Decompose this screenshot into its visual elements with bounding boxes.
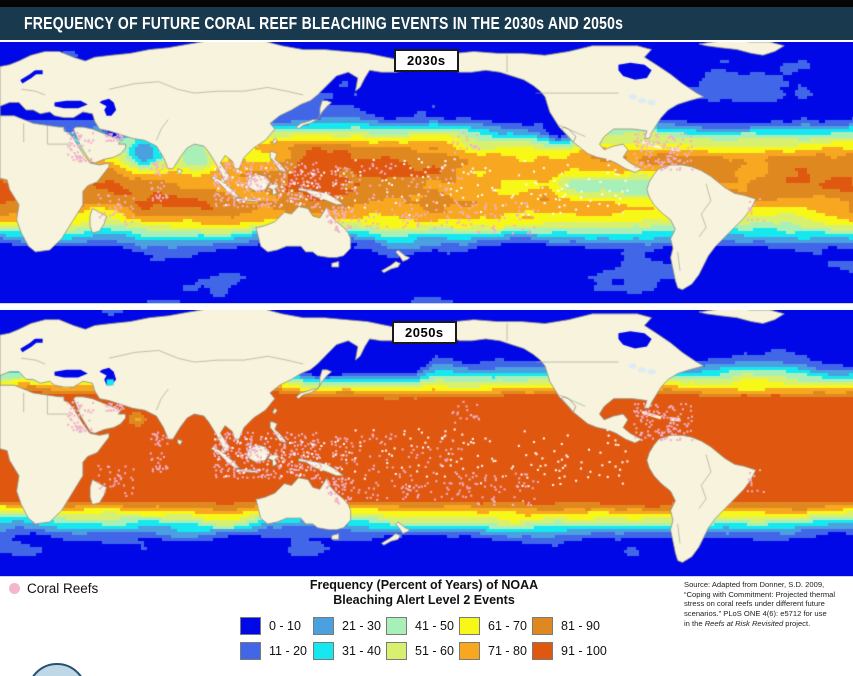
legend-title-line2: Bleaching Alert Level 2 Events	[333, 593, 515, 607]
map-2030s: 2030s	[0, 42, 853, 304]
legend-item: 21 - 30	[313, 615, 386, 636]
legend-swatch	[459, 641, 480, 660]
partner-logo-icon	[27, 663, 87, 676]
source-line: stress on coral reefs under different fu…	[684, 599, 825, 609]
legend-range-label: 51 - 60	[415, 643, 454, 658]
legend-swatch	[459, 616, 480, 635]
legend-range-label: 91 - 100	[561, 643, 607, 658]
legend-range-label: 11 - 20	[269, 643, 307, 658]
legend-item: 0 - 10	[240, 615, 313, 636]
legend-swatch	[532, 616, 553, 635]
legend-item: 31 - 40	[313, 640, 386, 661]
legend-range-label: 0 - 10	[269, 618, 301, 633]
frequency-legend: Frequency (Percent of Years) of NOAA Ble…	[238, 578, 610, 661]
legend-range-label: 61 - 70	[488, 618, 527, 633]
map-2050s-canvas	[0, 310, 853, 577]
legend-title: Frequency (Percent of Years) of NOAA Ble…	[238, 578, 610, 608]
legend-band: Coral Reefs Frequency (Percent of Years)…	[0, 577, 853, 676]
legend-range-label: 21 - 30	[342, 618, 381, 633]
title-bar: FREQUENCY OF FUTURE CORAL REEF BLEACHING…	[0, 0, 853, 40]
legend-range-label: 81 - 90	[561, 618, 600, 633]
source-line: “Coping with Commitment: Projected therm…	[684, 589, 836, 599]
legend-item: 91 - 100	[532, 640, 607, 661]
coral-reefs-key: Coral Reefs	[9, 581, 98, 596]
source-line: in the Reefs at Risk Revisited project.	[684, 618, 811, 628]
legend-swatch	[313, 616, 334, 635]
legend-grid: 0 - 10 11 - 20 21 - 30 31 - 40 41 - 50 51 - 6…	[240, 615, 610, 661]
legend-swatch	[313, 641, 334, 660]
coral-reef-dot-icon	[9, 583, 20, 594]
legend-range-label: 31 - 40	[342, 643, 381, 658]
legend-range-label: 71 - 80	[488, 643, 527, 658]
legend-swatch	[386, 616, 407, 635]
source-line: Source: Adapted from Donner, S.D. 2009,	[684, 580, 825, 589]
map-2030s-label: 2030s	[394, 49, 459, 72]
source-note: Source: Adapted from Donner, S.D. 2009, …	[684, 580, 847, 629]
legend-swatch	[240, 641, 261, 660]
legend-item: 51 - 60	[386, 640, 459, 661]
coral-reefs-label: Coral Reefs	[27, 581, 99, 596]
map-2050s: 2050s	[0, 310, 853, 577]
legend-item: 11 - 20	[240, 640, 313, 661]
source-line: scenarios.” PLoS ONE 4(6): e5712 for use	[684, 609, 827, 619]
map-2030s-canvas	[0, 42, 853, 304]
legend-item: 81 - 90	[532, 615, 605, 636]
legend-item: 71 - 80	[459, 640, 532, 661]
legend-swatch	[386, 641, 407, 660]
legend-range-label: 41 - 50	[415, 618, 454, 633]
legend-swatch	[240, 616, 261, 635]
legend-item: 61 - 70	[459, 615, 532, 636]
legend-title-line1: Frequency (Percent of Years) of NOAA	[309, 578, 539, 592]
page-title: FREQUENCY OF FUTURE CORAL REEF BLEACHING…	[24, 13, 624, 33]
legend-item: 41 - 50	[386, 615, 459, 636]
map-2050s-label: 2050s	[392, 321, 457, 344]
legend-swatch	[532, 641, 553, 660]
